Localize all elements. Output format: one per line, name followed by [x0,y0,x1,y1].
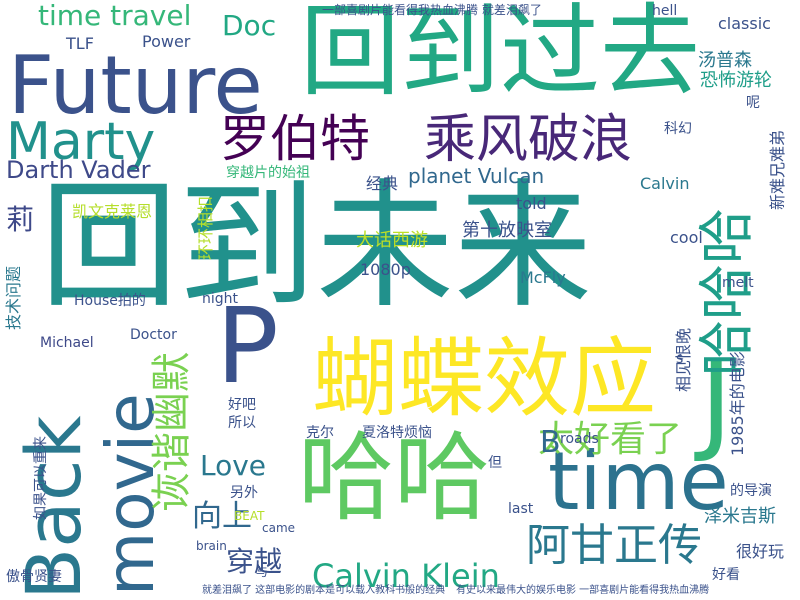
word-haoba: 好吧 [228,397,256,413]
word-future: Future [8,39,263,132]
word-doctor: Doctor [130,327,177,343]
word-xiangshang: 向上 [192,499,252,534]
word-time-travel: time travel [38,0,192,32]
word-kehuan: 科幻 [664,121,692,137]
word-yu: 与 [256,565,269,579]
word-jingdian: 经典 [366,174,399,193]
word-huidaoguoqu: 回到过去 [300,0,700,110]
word-cool: cool [670,228,703,247]
word-zemijisi: 泽米吉斯 [704,506,776,527]
word-b: B [540,425,561,460]
word-keer: 克尔 [306,425,334,441]
word-time: time [548,435,729,528]
word-love: Love [200,449,267,482]
word-1985: 1985年的电影 [728,351,747,456]
word-brain: brain [196,539,227,553]
word-ruguokeyi: 如果可以重来 [33,436,49,520]
word-roads: roads [560,431,599,447]
word-house: House拍的 [74,293,146,309]
word-haokan: 好看 [712,567,740,583]
word-tangpusen: 汤普森 [698,50,752,71]
word-planet-vulcan: planet Vulcan [408,164,545,188]
word-j: J [700,337,733,465]
word-tlf: TLF [66,34,94,53]
word-chuanyue: 穿越 [226,545,283,578]
word-p: P [216,285,279,407]
word-dahuaxiyou: 大话西游 [356,230,428,251]
word-s: s [676,351,684,367]
word-butterfly-effect: 蝴蝶效应 [312,329,656,429]
word-henhaowan: 很好玩 [736,542,785,561]
word-aogu: 傲骨贤妻 [6,569,62,585]
word-li: 莉 [6,203,35,236]
word-hell: hell [652,3,678,19]
phrase-yibuxijupian: 一部喜剧片能看得我热血沸腾 就差泪飙了 [322,3,542,17]
word-doc: Doc [222,9,277,42]
word-marty: Marty [6,112,156,172]
word-huanhuanxiangkou: 环环相扣 [196,195,215,260]
word-kaiwenkelaien: 凯文克莱恩 [72,202,153,221]
word-calvin-klein: Calvin Klein [312,557,500,595]
word-ne: 呢 [746,95,760,111]
word-last: last [508,501,534,517]
word-taihaokanle: 太好看了 [538,419,683,460]
word-huixieyoumo: 诙谐幽默 [149,352,195,512]
word-darth-vader: Darth Vader [6,156,151,184]
phrase-jiuchaleibiao: 就差泪飙了 这部电影的剧本是可以载入教科书般的经典 [202,585,446,596]
word-dan: 但 [488,455,502,471]
word-xinnanxiongnandi: 新难兄难弟 [768,129,787,210]
word-huidaoweilai: 回到未来 [40,166,593,327]
word-haha: 哈哈 [298,422,490,534]
word-chengfengpolang: 乘风破浪 [424,110,633,170]
word-came: came [262,521,296,535]
phrase-youshiyilai: 有史以来最伟大的娱乐电影 一部喜剧片能看得我热血沸腾 [456,585,710,596]
word-dedaoyan: 的导演 [730,483,772,499]
word-xialuote: 夏洛特烦恼 [362,425,432,441]
word-dishifangyingshi: 第十放映室 [462,220,552,241]
word-chuanyuepian: 穿越片的始祖 [226,165,310,181]
word-forrest-gump: 阿甘正传 [526,520,702,571]
word-kongbuyoulun: 恐怖游轮 [700,70,772,91]
word-beat: BEAT [234,509,265,523]
word-lingwai: 另外 [230,485,258,501]
word-luobote: 罗伯特 [220,110,370,168]
word-night: night [202,291,239,307]
word-suoyi: 所以 [228,415,256,431]
word-told: told [516,194,547,213]
word-jishuwenti: 技术问题 [4,265,23,330]
word-classic: classic [718,14,771,33]
word-calvin: Calvin [640,174,690,193]
word-1080p: 1080p [360,260,411,279]
word-michael: Michael [40,335,94,351]
word-melt: melt [722,275,754,291]
word-power: Power [142,32,191,51]
word-mcfly: McFly [520,268,566,287]
